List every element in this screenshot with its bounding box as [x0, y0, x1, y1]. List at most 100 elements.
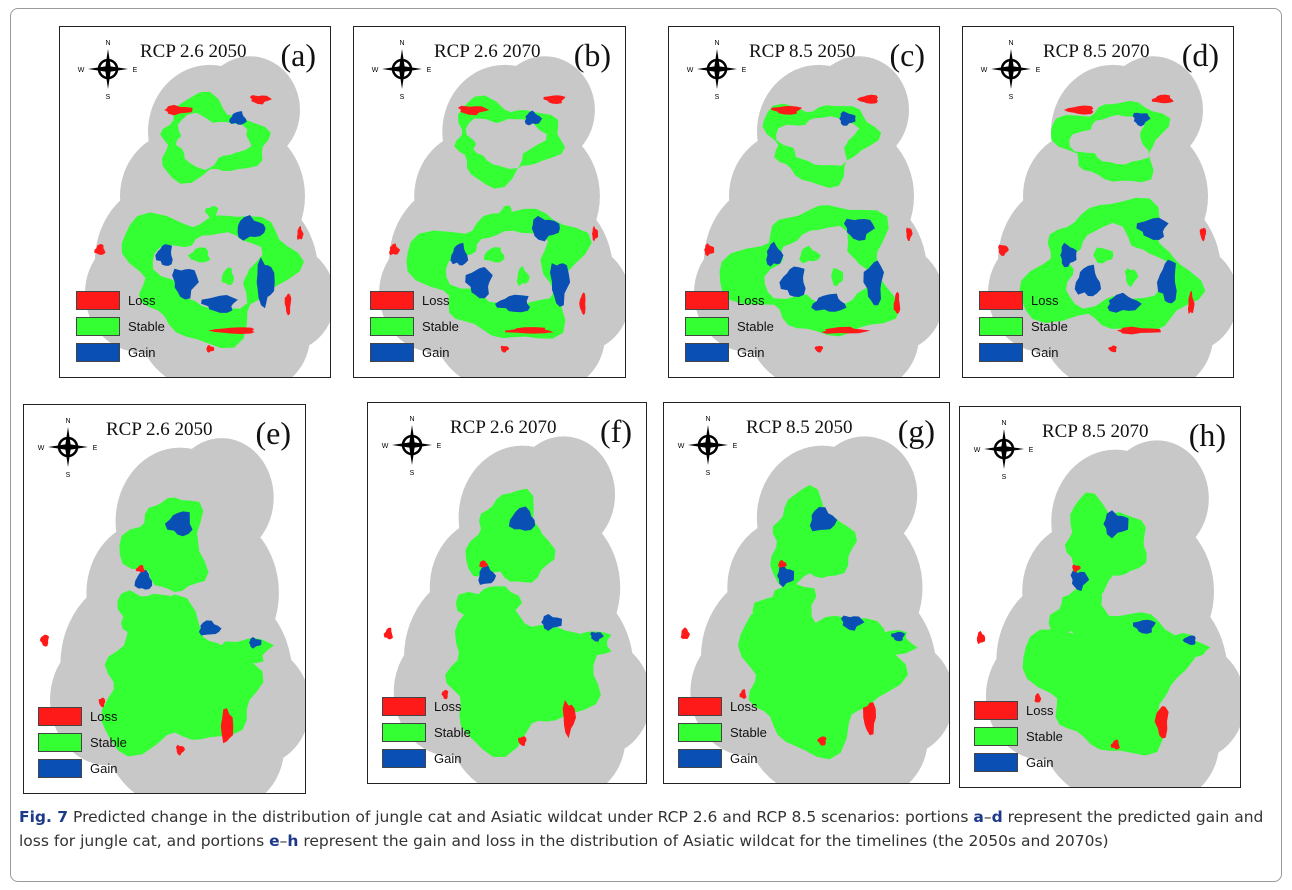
legend-swatch-gain: [974, 753, 1018, 772]
compass-rose: N S W E: [380, 413, 444, 482]
map-panel-h: N S W E RCP 8.5 2070 (h) Loss Stable Gain: [959, 406, 1241, 788]
loss-area: [821, 326, 871, 334]
compass-label-w: W: [372, 67, 379, 74]
compass-needle-west: [697, 66, 717, 72]
panel-title: RCP 2.6 2050: [140, 41, 247, 62]
gain-area: [766, 241, 784, 267]
compass-needle-west: [48, 444, 68, 450]
loss-area: [383, 627, 393, 640]
loss-area: [1063, 105, 1094, 115]
loss-area: [441, 689, 449, 700]
compass-needle-south: [399, 69, 405, 89]
loss-area: [863, 702, 876, 736]
loss-area: [94, 244, 106, 255]
loss-area: [771, 106, 803, 115]
compass-label-n: N: [1001, 420, 1006, 427]
legend-swatch-loss: [974, 701, 1018, 720]
loss-area: [98, 697, 106, 708]
loss-area: [176, 744, 185, 756]
legend-label-stable: Stable: [1026, 729, 1063, 744]
legend-swatch-gain: [678, 749, 722, 768]
panel-title: RCP 8.5 2070: [1043, 41, 1150, 62]
north-arrow-compass-icon: N S W E: [38, 418, 98, 479]
legend-label-stable: Stable: [730, 725, 767, 740]
caption-dash-1: –: [983, 808, 992, 826]
legend-label-loss: Loss: [434, 699, 462, 714]
figure: N S W E RCP 2.6 2050 (a) Loss Stable Gain N S W E RCP…: [10, 8, 1282, 882]
compass-needle-south: [1001, 449, 1007, 469]
map-panel-b: N S W E RCP 2.6 2070 (b) Loss Stable Gain: [353, 26, 626, 378]
compass-label-w: W: [678, 443, 685, 450]
stable-area: [1159, 633, 1211, 659]
compass-needle-south: [1008, 69, 1014, 89]
stable-area: [204, 206, 219, 220]
gain-area: [508, 506, 536, 531]
legend-label-gain: Gain: [422, 345, 450, 360]
gain-area: [809, 507, 838, 532]
north-arrow-compass-icon: N S W E: [78, 40, 138, 101]
gain-area: [1133, 619, 1156, 634]
gain-area: [1103, 510, 1129, 539]
loss-area: [208, 327, 255, 334]
loss-area: [164, 104, 193, 116]
compass-needle-south: [409, 445, 415, 465]
legend-swatch-gain: [76, 343, 120, 362]
panel-letter: (e): [255, 415, 291, 451]
gain-area: [1157, 259, 1177, 304]
compass-needle-west: [88, 66, 108, 72]
gain-area: [465, 267, 493, 299]
compass-needle-north: [105, 49, 111, 69]
legend-label-stable: Stable: [128, 319, 165, 334]
legend-label-gain: Gain: [737, 345, 765, 360]
compass-label-n: N: [409, 416, 414, 423]
loss-area: [893, 291, 901, 314]
legend-label-gain: Gain: [128, 345, 156, 360]
legend-label-stable: Stable: [434, 725, 471, 740]
compass-needle-south: [65, 447, 71, 467]
gain-area: [863, 260, 884, 306]
gain-area: [201, 295, 238, 313]
loss-area: [543, 95, 566, 104]
legend-label-gain: Gain: [1026, 755, 1054, 770]
panel-letter: (c): [889, 37, 925, 73]
loss-area: [680, 627, 690, 640]
compass-label-n: N: [714, 40, 719, 47]
compass-label-n: N: [399, 40, 404, 47]
gain-area: [450, 242, 469, 266]
compass-needle-west: [991, 66, 1011, 72]
compass-label-n: N: [705, 416, 710, 423]
loss-area: [284, 293, 292, 316]
stable-area: [516, 265, 530, 287]
caption-dash-2: –: [279, 832, 288, 850]
loss-area: [704, 243, 715, 257]
stable-area: [187, 247, 211, 263]
loss-area: [562, 700, 576, 739]
stable-area: [799, 245, 821, 264]
loss-area: [518, 736, 527, 746]
legend-swatch-gain: [370, 343, 414, 362]
legend-swatch-loss: [38, 707, 82, 726]
compass-label-s: S: [400, 94, 405, 101]
map-panel-c: N S W E RCP 8.5 2050 (c) Loss Stable Gain: [668, 26, 940, 378]
distribution-map: [383, 436, 646, 783]
stable-area: [1093, 247, 1114, 264]
north-arrow-compass-icon: N S W E: [687, 40, 747, 101]
loss-area: [479, 560, 488, 568]
compass-label-e: E: [133, 67, 138, 74]
stable-area: [465, 488, 556, 583]
loss-area: [1187, 290, 1195, 315]
distribution-map: [85, 56, 330, 377]
map-panel-g: N S W E RCP 8.5 2050 (g) Loss Stable Gain: [663, 402, 950, 784]
gain-area: [840, 615, 865, 631]
legend-swatch-stable: [38, 733, 82, 752]
gain-area: [134, 569, 153, 590]
distribution-map: [680, 436, 949, 783]
compass-needle-north: [65, 427, 71, 447]
compass-needle-north: [714, 49, 720, 69]
gain-area: [1182, 635, 1196, 646]
compass-label-w: W: [981, 67, 988, 74]
compass-needle-north: [409, 425, 415, 445]
gain-area: [531, 215, 560, 242]
gain-area: [1060, 242, 1077, 268]
compass-needle-east: [708, 442, 728, 448]
